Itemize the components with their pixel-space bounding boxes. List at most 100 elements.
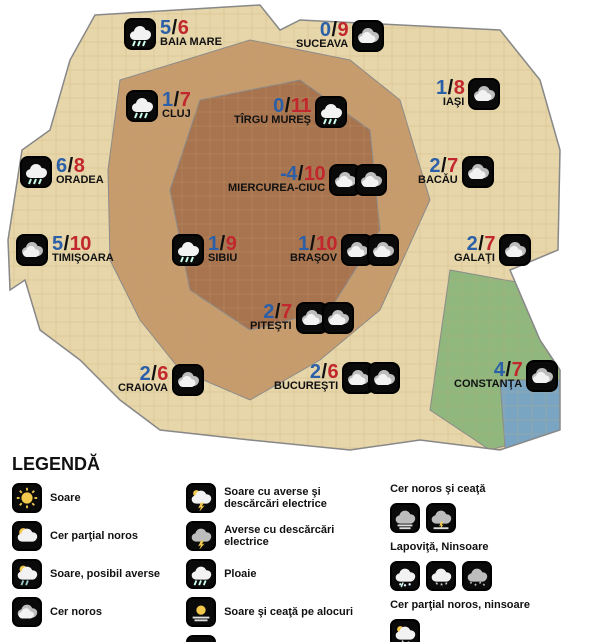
legend-icon-group — [390, 503, 530, 533]
rain-icon — [124, 18, 156, 50]
city-icons — [329, 164, 387, 196]
city-icons — [342, 362, 400, 394]
city-temps: 2/7 — [454, 234, 495, 254]
city-name: CLUJ — [162, 109, 191, 120]
legend-icon-group: ******* — [390, 561, 530, 591]
city-icons — [352, 20, 384, 52]
city-name: CRAIOVA — [118, 383, 168, 394]
city-suceava: 0/9SUCEAVA — [296, 20, 384, 52]
legend-row: Ploaie — [186, 559, 364, 589]
legend-label: Soare — [50, 492, 81, 504]
city-oradea: 6/8ORADEA — [20, 156, 104, 188]
thunder-sun-icon — [186, 483, 216, 513]
city-name: TIMIŞOARA — [52, 253, 114, 264]
overcast-icon — [172, 364, 204, 396]
svg-text:*: * — [435, 580, 438, 589]
overcast-icon — [322, 302, 354, 334]
legend-row: Cer parţial noros — [12, 521, 160, 551]
legend-row: Cer parţial noros şi ceaţă — [186, 635, 364, 642]
city-icons — [499, 234, 531, 266]
city-temps: 6/8 — [56, 156, 104, 176]
city-icons — [20, 156, 52, 188]
rain-icon — [172, 234, 204, 266]
city-craiova: 2/6CRAIOVA — [118, 364, 204, 396]
city-name: PITEŞTI — [250, 321, 292, 332]
city-name: TÎRGU MUREŞ — [234, 115, 311, 126]
city-temps: -4/10 — [228, 164, 325, 184]
city-name: IAŞI — [436, 97, 464, 108]
city-temps: 2/6 — [118, 364, 168, 384]
city-gala-i: 2/7GALAŢI — [454, 234, 531, 266]
city-icons — [16, 234, 48, 266]
city-icons — [462, 156, 494, 188]
city-name: SIBIU — [208, 253, 237, 264]
snow-icon: *** — [426, 561, 456, 591]
city-icons — [468, 78, 500, 110]
city-icons — [526, 360, 558, 392]
legend-label: Cer parţial noros, ninsoare — [390, 599, 530, 611]
legend-label: Cer noros şi ceaţă — [390, 483, 530, 495]
partly-fog-icon — [186, 635, 216, 642]
city-name: BAIA MARE — [160, 37, 222, 48]
city-timi-oara: 5/10TIMIŞOARA — [16, 234, 114, 266]
city-bra-ov: 1/10BRAŞOV — [290, 234, 399, 266]
overcast-icon — [468, 78, 500, 110]
city-temps: 1/8 — [436, 78, 464, 98]
rain-icon — [315, 96, 347, 128]
snow-heavy-icon: **** — [462, 561, 492, 591]
legend-col-3: Cer noros şi ceaţăLapoviţă, Ninsoare****… — [390, 483, 530, 642]
city-baia-mare: 5/6BAIA MARE — [124, 18, 222, 50]
city-ia-i: 1/8IAŞI — [436, 78, 500, 110]
city-miercurea-ciuc: -4/10MIERCUREA-CIUC — [228, 164, 387, 196]
city-name: BACĂU — [418, 175, 458, 186]
overcast-icon — [16, 234, 48, 266]
legend-label: Ploaie — [224, 568, 256, 580]
svg-text:*: * — [479, 581, 482, 588]
partly-snow-icon: ** — [390, 619, 420, 642]
legend-label: Averse cu descărcări electrice — [224, 524, 364, 548]
city-name: BUCUREŞTI — [274, 381, 338, 392]
rain-icon — [186, 559, 216, 589]
legend-title: LEGENDĂ — [12, 454, 592, 475]
sun-icon — [12, 483, 42, 513]
city-temps: 2/6 — [274, 362, 338, 382]
thunder-icon — [186, 521, 216, 551]
city-name: MIERCUREA-CIUC — [228, 183, 325, 194]
legend: LEGENDĂ Soare Cer parţial noros Soare, posi… — [12, 454, 592, 642]
city-temps: 4/7 — [454, 360, 522, 380]
city-icons — [172, 364, 204, 396]
city-temps: 2/7 — [250, 302, 292, 322]
legend-row: Soare cu averse şi descărcări electrice — [186, 483, 364, 513]
city-icons — [296, 302, 354, 334]
svg-text:*: * — [483, 583, 486, 589]
city-temps: 0/9 — [296, 20, 348, 40]
sunshower-icon — [12, 559, 42, 589]
legend-row: Soare, posibil averse — [12, 559, 160, 589]
overcast-icon — [499, 234, 531, 266]
city-name: GALAŢI — [454, 253, 495, 264]
city-temps: 5/10 — [52, 234, 114, 254]
rain-icon — [126, 90, 158, 122]
legend-row: Soare şi ceaţă pe alocuri — [186, 597, 364, 627]
overcast-icon — [352, 20, 384, 52]
city-temps: 1/7 — [162, 90, 191, 110]
city-name: ORADEA — [56, 175, 104, 186]
city-constan-a: 4/7CONSTANŢA — [454, 360, 558, 392]
legend-label: Cer parţial noros — [50, 530, 138, 542]
partly-icon — [12, 521, 42, 551]
svg-text:*: * — [445, 580, 448, 589]
city-name: BRAŞOV — [290, 253, 337, 264]
overcast-icon — [368, 362, 400, 394]
city-t-rgu-mure-: 0/11TÎRGU MUREŞ — [234, 96, 347, 128]
city-bac-u: 2/7BACĂU — [418, 156, 494, 188]
city-bucure-ti: 2/6BUCUREŞTI — [274, 362, 400, 394]
city-pite-ti: 2/7PITEŞTI — [250, 302, 354, 334]
city-icons — [126, 90, 158, 122]
city-temps: 0/11 — [234, 96, 311, 116]
overcast-icon — [367, 234, 399, 266]
rain-icon — [20, 156, 52, 188]
storm-fog-icon — [426, 503, 456, 533]
city-temps: 1/10 — [290, 234, 337, 254]
legend-row: Soare — [12, 483, 160, 513]
legend-row: Cer noros — [12, 597, 160, 627]
